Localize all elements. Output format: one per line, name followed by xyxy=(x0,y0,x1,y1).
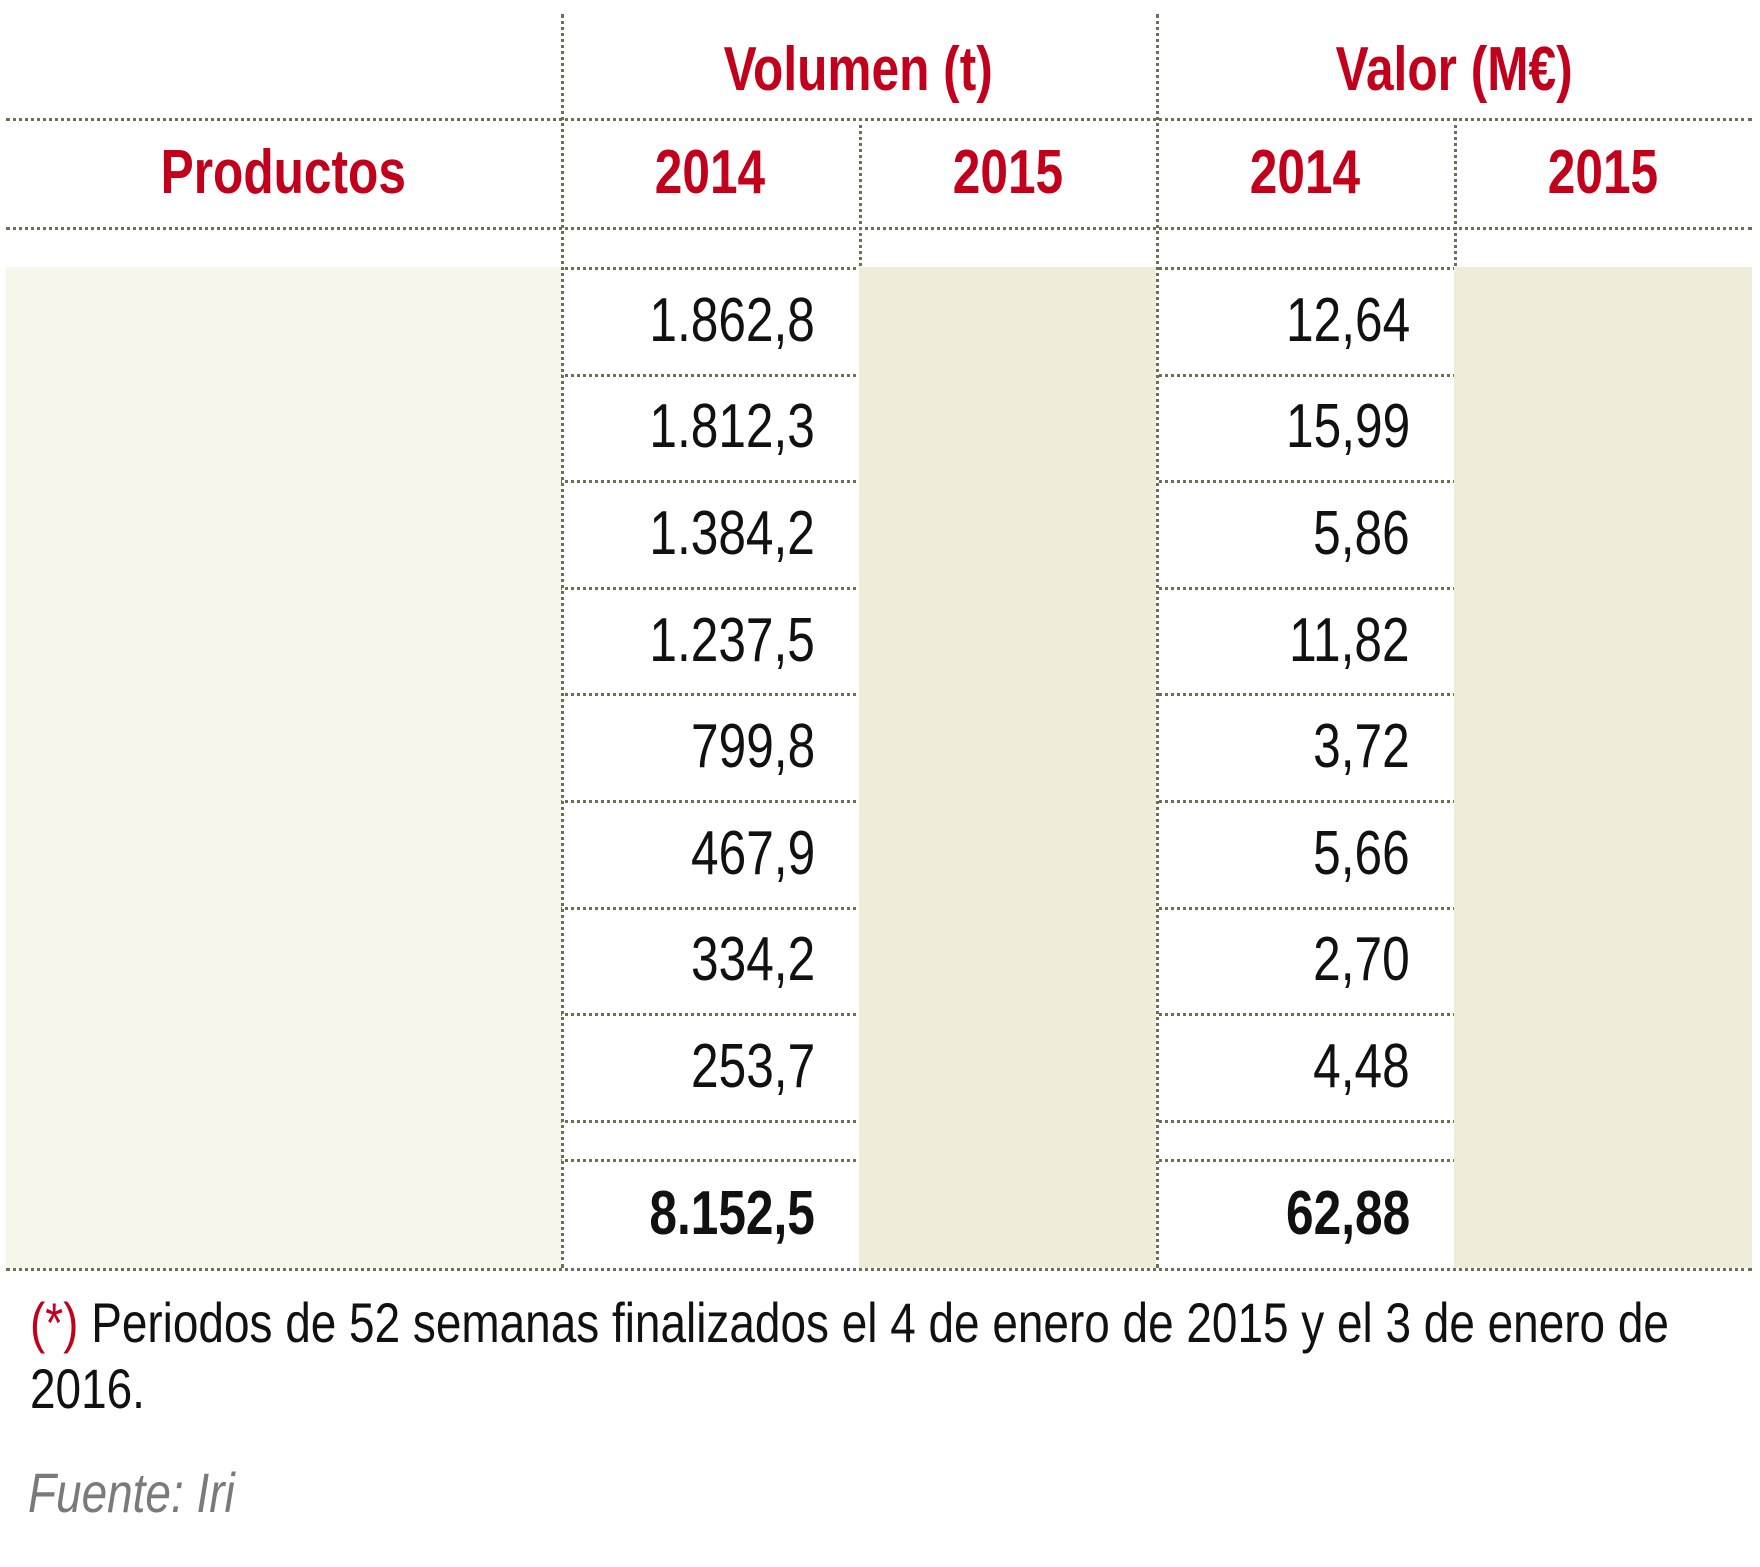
header-volumen-text: Volumen (t) xyxy=(723,34,994,104)
total-value: 8.152,5 xyxy=(561,1159,815,1268)
value-cell: 5,66 xyxy=(1156,800,1410,907)
divider-line xyxy=(6,118,1752,121)
header-productos-text: Productos xyxy=(160,138,407,207)
value-cell: 11,82 xyxy=(1156,587,1410,694)
divider-line xyxy=(6,227,1752,230)
value-cell-text: 1.237,5 xyxy=(649,605,815,675)
source-note: Fuente: Iri xyxy=(28,1460,280,1525)
value-cell-text: 3,72 xyxy=(1313,712,1410,782)
value-cell: 1.384,2 xyxy=(561,480,815,587)
value-cell: 253,7 xyxy=(561,1013,815,1120)
footnote: (*) Periodos de 52 semanas finalizados e… xyxy=(30,1290,1760,1422)
value-cell-text: 4,48 xyxy=(1313,1031,1410,1101)
value-cell-text: 2,70 xyxy=(1313,925,1410,995)
value-cell-text: 5,86 xyxy=(1313,498,1410,568)
value-cell: 799,8 xyxy=(561,693,815,800)
col-2015-shade xyxy=(1454,267,1752,1268)
value-cell: 12,64 xyxy=(1156,267,1410,374)
value-cell-text: 5,66 xyxy=(1313,818,1410,888)
value-cell-text: 253,7 xyxy=(690,1031,815,1101)
header-valor: Valor (M€) xyxy=(1156,20,1752,118)
value-cell-text: 799,8 xyxy=(690,712,815,782)
footnote-marker: (*) xyxy=(30,1291,79,1354)
header-year-text: 2014 xyxy=(654,138,766,207)
column-divider xyxy=(561,14,564,1268)
value-cell: 1.812,3 xyxy=(561,374,815,481)
header-year-text: 2015 xyxy=(952,138,1063,207)
source-text: Fuente: Iri xyxy=(28,1461,235,1524)
value-cell: 1.237,5 xyxy=(561,587,815,694)
value-cell: 3,72 xyxy=(1156,693,1410,800)
value-cell: 2,70 xyxy=(1156,907,1410,1014)
value-cell: 334,2 xyxy=(561,907,815,1014)
value-cell: 15,99 xyxy=(1156,374,1410,481)
header-year: 2015 xyxy=(1454,118,1752,227)
total-value: 62,88 xyxy=(1156,1159,1410,1268)
header-year-text: 2015 xyxy=(1547,138,1659,207)
header-productos: Productos xyxy=(6,118,561,227)
total-value-text: 62,88 xyxy=(1285,1178,1410,1248)
divider-line xyxy=(6,1268,1752,1271)
value-cell: 1.862,8 xyxy=(561,267,815,374)
value-cell-text: 12,64 xyxy=(1285,285,1410,355)
header-year: 2014 xyxy=(1156,118,1454,227)
value-cell-text: 11,82 xyxy=(1289,605,1410,675)
header-year-text: 2014 xyxy=(1249,138,1361,207)
header-volumen: Volumen (t) xyxy=(561,20,1156,118)
value-cell-text: 1.862,8 xyxy=(649,285,815,355)
col-2015-shade xyxy=(859,267,1156,1268)
total-value-text: 8.152,5 xyxy=(649,1178,815,1248)
value-cell: 5,86 xyxy=(1156,480,1410,587)
value-cell-text: 1.384,2 xyxy=(649,498,815,568)
value-cell-text: 15,99 xyxy=(1285,392,1410,462)
header-year: 2015 xyxy=(859,118,1156,227)
value-cell: 4,48 xyxy=(1156,1013,1410,1120)
value-cell-text: 467,9 xyxy=(690,818,815,888)
value-cell-text: 1.812,3 xyxy=(649,392,815,462)
value-cell: 467,9 xyxy=(561,800,815,907)
footnote-text: Periodos de 52 semanas finalizados el 4 … xyxy=(30,1291,1669,1420)
header-valor-text: Valor (M€) xyxy=(1335,34,1573,104)
column-divider xyxy=(1156,14,1159,1268)
label-column-shade xyxy=(6,267,561,1268)
header-year: 2014 xyxy=(561,118,859,227)
value-cell-text: 334,2 xyxy=(690,925,815,995)
